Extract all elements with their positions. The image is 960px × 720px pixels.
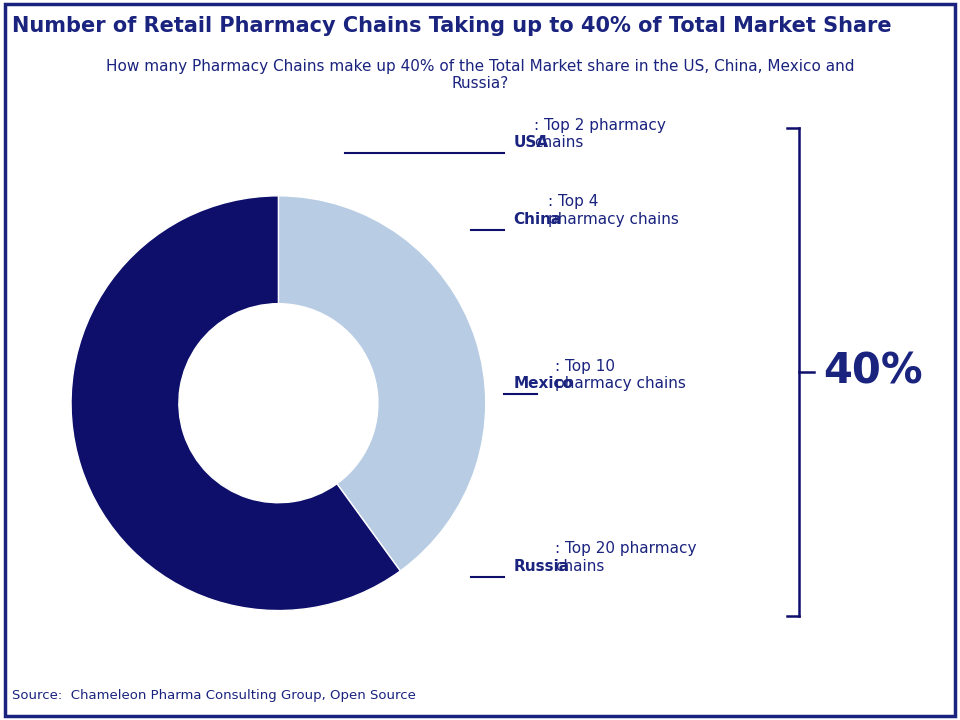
Text: : Top 10
pharmacy chains: : Top 10 pharmacy chains: [555, 359, 686, 391]
Text: : Top 20 pharmacy
chains: : Top 20 pharmacy chains: [555, 541, 697, 574]
Text: USA: USA: [514, 135, 549, 150]
Wedge shape: [71, 196, 400, 611]
Text: 40%: 40%: [824, 351, 924, 393]
Text: Number of Retail Pharmacy Chains Taking up to 40% of Total Market Share: Number of Retail Pharmacy Chains Taking …: [12, 16, 891, 36]
Text: How many Pharmacy Chains make up 40% of the Total Market share in the US, China,: How many Pharmacy Chains make up 40% of …: [106, 59, 854, 91]
Text: Russia: Russia: [514, 559, 569, 574]
Text: : Top 4
pharmacy chains: : Top 4 pharmacy chains: [548, 194, 679, 227]
Text: Mexico: Mexico: [514, 377, 573, 391]
Text: Source:  Chameleon Pharma Consulting Group, Open Source: Source: Chameleon Pharma Consulting Grou…: [12, 689, 416, 702]
Text: : Top 2 pharmacy
chains: : Top 2 pharmacy chains: [535, 117, 666, 150]
Text: China: China: [514, 212, 562, 227]
Wedge shape: [278, 196, 486, 571]
